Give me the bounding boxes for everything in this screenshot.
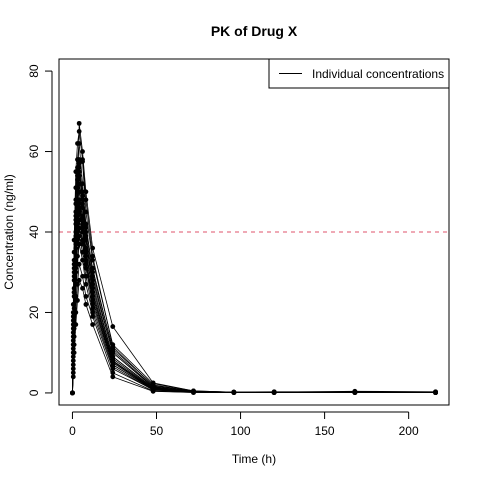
data-point <box>231 390 237 395</box>
data-point <box>83 197 89 203</box>
data-point <box>90 265 96 271</box>
x-tick-label: 100 <box>231 424 251 438</box>
data-point <box>76 261 82 267</box>
data-point <box>83 257 89 263</box>
data-point <box>80 213 85 219</box>
data-point <box>110 348 116 354</box>
data-point <box>75 141 80 146</box>
data-point <box>271 390 277 395</box>
y-tick-label: 80 <box>27 64 41 78</box>
data-point <box>73 257 79 263</box>
series-line <box>72 211 436 393</box>
data-point <box>73 197 79 203</box>
y-tick-label: 0 <box>27 389 41 396</box>
data-point <box>76 120 82 126</box>
data-point <box>80 157 85 162</box>
legend: Individual concentrations <box>268 58 450 89</box>
chart-title: PK of Drug X <box>211 23 298 39</box>
data-point <box>433 390 438 395</box>
data-point <box>90 306 96 311</box>
data-point <box>110 324 116 329</box>
series-10 <box>70 197 438 396</box>
data-point <box>191 389 196 395</box>
data-point <box>76 129 82 134</box>
data-point <box>70 342 76 348</box>
plot-frame <box>58 58 450 406</box>
data-point <box>80 285 85 291</box>
data-point <box>76 161 82 167</box>
data-point <box>83 273 89 279</box>
data-point <box>90 253 96 259</box>
x-tick-label: 200 <box>399 424 419 438</box>
data-point <box>76 165 82 171</box>
data-point <box>70 390 75 396</box>
data-point <box>90 293 96 299</box>
series-line <box>72 207 436 393</box>
y-tick-label: 40 <box>27 225 41 239</box>
series-line <box>72 167 436 393</box>
data-point <box>75 173 80 179</box>
series-line <box>72 143 436 393</box>
series-line <box>72 131 436 393</box>
data-point <box>73 241 79 247</box>
data-point <box>83 302 89 307</box>
y-tick-label: 60 <box>27 145 41 159</box>
series-line <box>72 171 436 393</box>
data-point <box>75 298 80 303</box>
data-point <box>80 225 85 231</box>
series-line <box>72 219 436 393</box>
x-axis: 0 50 100 150 200 <box>69 411 419 438</box>
data-point <box>352 390 358 395</box>
x-tick-label: 150 <box>315 424 335 438</box>
y-tick-label: 20 <box>27 305 41 319</box>
series-19 <box>70 217 438 396</box>
data-point <box>83 225 89 231</box>
data-point <box>76 277 82 283</box>
data-point <box>70 374 76 380</box>
data-point <box>71 289 77 295</box>
data-point <box>90 314 96 319</box>
data-point <box>73 169 79 175</box>
legend-entry-label: Individual concentrations <box>312 67 444 81</box>
series-line <box>72 158 436 393</box>
x-tick-label: 50 <box>150 424 164 438</box>
series-13 <box>70 129 438 396</box>
data-point <box>73 322 79 327</box>
series-8 <box>70 165 438 396</box>
data-point <box>76 233 82 239</box>
y-axis: 0 20 40 60 80 <box>27 64 53 396</box>
series-line <box>72 123 436 393</box>
data-point <box>80 189 85 195</box>
data-point <box>70 314 76 319</box>
data-point <box>90 322 96 327</box>
y-axis-label: Concentration (ng/ml) <box>2 174 16 289</box>
data-point <box>76 205 82 211</box>
series-17 <box>70 277 438 396</box>
series-3 <box>70 120 438 396</box>
data-point <box>73 213 79 219</box>
data-point <box>76 189 82 195</box>
data-point <box>75 221 80 227</box>
data-point <box>110 374 116 380</box>
data-point <box>150 386 156 392</box>
x-tick-label: 0 <box>69 424 76 438</box>
series-line <box>72 199 436 393</box>
data-point <box>80 149 85 154</box>
data-point <box>80 273 85 279</box>
series-layer <box>70 120 438 396</box>
series-20 <box>70 205 438 396</box>
series-16 <box>70 189 438 396</box>
x-axis-label: Time (h) <box>232 452 276 466</box>
data-point <box>75 201 80 207</box>
data-point <box>110 359 116 364</box>
data-point <box>75 229 80 235</box>
